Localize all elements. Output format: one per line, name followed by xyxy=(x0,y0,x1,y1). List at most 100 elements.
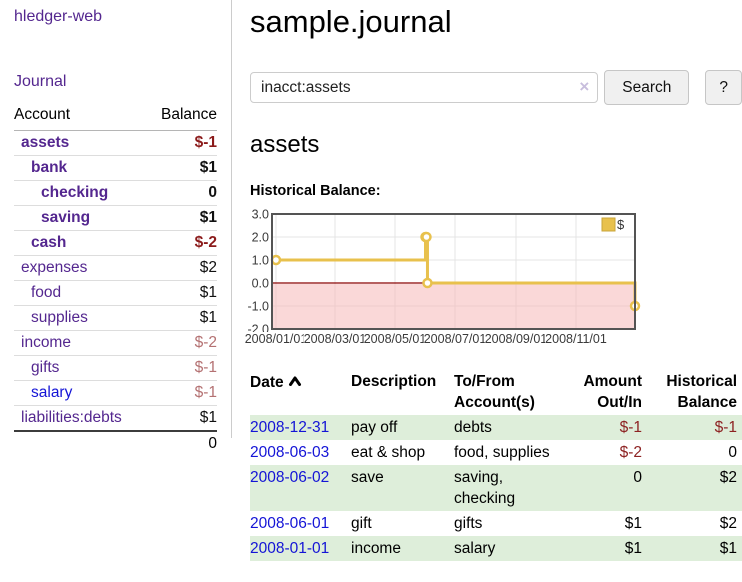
account-row: bank $1 xyxy=(14,155,217,181)
register-row: 2008-12-31 pay off debts $-1 $-1 xyxy=(250,415,742,440)
accounts-header-line1: To/From xyxy=(454,373,515,390)
transaction-date-link[interactable]: 2008-06-03 xyxy=(250,444,330,461)
accounts-header-balance: Balance xyxy=(147,104,217,131)
balance-cell: $-1 xyxy=(714,419,737,436)
accounts-cell: food, supplies xyxy=(454,444,550,461)
svg-text:1.0: 1.0 xyxy=(252,254,269,268)
account-row: checking 0 xyxy=(14,180,217,206)
app-title: hledger-web xyxy=(14,8,217,26)
clear-search-icon[interactable]: × xyxy=(579,77,590,96)
accounts-header-line2: Account(s) xyxy=(454,394,535,411)
account-name-cell: salary xyxy=(14,380,148,406)
transaction-date-link[interactable]: 2008-06-02 xyxy=(250,469,330,486)
x-axis-label: 2008/03/01 xyxy=(303,332,367,346)
x-axis-label: 2008/09/01 xyxy=(484,332,548,346)
amount-cell: $1 xyxy=(624,540,642,557)
help-button[interactable]: ? xyxy=(705,70,742,105)
account-link[interactable]: supplies xyxy=(31,309,88,326)
accounts-total-spacer xyxy=(14,430,148,457)
accounts-total-row: 0 xyxy=(14,430,217,457)
account-name-cell: food xyxy=(14,280,148,306)
balance-cell: 0 xyxy=(728,444,737,461)
account-link[interactable]: assets xyxy=(21,134,70,151)
page-title: sample.journal xyxy=(250,4,452,39)
register-row: 2008-01-01 income salary $1 $1 xyxy=(250,536,742,561)
date-header-label: Date xyxy=(250,374,284,391)
nav-journal-link[interactable]: Journal xyxy=(14,73,67,90)
main-content: sample.journal × Search ? assets Histori… xyxy=(244,0,742,561)
description-cell: eat & shop xyxy=(351,444,426,461)
date-cell: 2008-01-01 xyxy=(250,536,346,561)
account-row: saving $1 xyxy=(14,205,217,231)
account-balance: $1 xyxy=(147,405,217,432)
svg-text:-1.0: -1.0 xyxy=(247,300,269,314)
description-cell: pay off xyxy=(351,419,398,436)
account-link[interactable]: saving xyxy=(41,209,91,226)
account-link[interactable]: salary xyxy=(31,384,73,401)
account-link[interactable]: checking xyxy=(41,184,109,201)
account-name-cell: saving xyxy=(14,205,148,231)
register-header-date[interactable]: Date xyxy=(250,369,346,415)
account-link[interactable]: income xyxy=(21,334,71,351)
x-axis-label: 2008/01/01 xyxy=(244,332,308,346)
register-table: Date Description To/From Account(s) Amou… xyxy=(250,369,742,561)
account-name-cell: gifts xyxy=(14,355,148,381)
account-balance: $1 xyxy=(147,280,217,306)
historical-balance-chart[interactable]: 3.0 2.0 1.0 0.0 -1.0 -2.0 $ 2008/01/01 2008/03/… xyxy=(243,206,642,349)
account-name-cell: liabilities:debts xyxy=(14,405,148,432)
account-row: expenses $2 xyxy=(14,255,217,281)
description-cell: gift xyxy=(351,515,372,532)
amount-cell: $-1 xyxy=(619,419,642,436)
chart-canvas: 3.02.01.00.0-1.0-2.0$ xyxy=(247,208,641,337)
balance-cell: $1 xyxy=(719,540,737,557)
search-button[interactable]: Search xyxy=(604,70,690,105)
account-link[interactable]: liabilities:debts xyxy=(21,409,122,426)
amount-header-line1: Amount xyxy=(583,373,642,390)
account-row: liabilities:debts $1 xyxy=(14,405,217,432)
register-header-balance: Historical Balance xyxy=(652,369,742,415)
account-balance: $-2 xyxy=(147,330,217,356)
accounts-cell: debts xyxy=(454,419,492,436)
search-input[interactable] xyxy=(250,72,599,103)
amount-cell: $-2 xyxy=(619,444,642,461)
account-balance: $2 xyxy=(147,255,217,281)
account-link[interactable]: gifts xyxy=(31,359,60,376)
account-name-cell: bank xyxy=(14,155,148,181)
chart-title: Historical Balance: xyxy=(250,183,381,199)
transaction-date-link[interactable]: 2008-06-01 xyxy=(250,515,330,532)
accounts-cell: gifts xyxy=(454,515,483,532)
sort-ascending-icon xyxy=(288,371,302,392)
account-balance: $-1 xyxy=(147,380,217,406)
account-name-cell: cash xyxy=(14,230,148,256)
account-balance: $1 xyxy=(147,205,217,231)
accounts-cell: salary xyxy=(454,540,496,557)
accounts-table: Account Balance assets $-1 bank $1 checking 0… xyxy=(14,104,217,457)
transaction-date-link[interactable]: 2008-01-01 xyxy=(250,540,330,557)
register-header-amount: Amount Out/In xyxy=(561,369,652,415)
date-cell: 2008-06-03 xyxy=(250,440,346,465)
account-balance: $1 xyxy=(147,305,217,331)
date-cell: 2008-12-31 xyxy=(250,415,346,440)
accounts-total-value: 0 xyxy=(147,430,217,457)
account-row: assets $-1 xyxy=(14,130,217,156)
x-axis-label: 2008/05/01 xyxy=(363,332,427,346)
balance-cell: $2 xyxy=(719,469,737,486)
transaction-date-link[interactable]: 2008-12-31 xyxy=(250,419,330,436)
app-title-link[interactable]: hledger-web xyxy=(14,8,103,25)
account-name-cell: checking xyxy=(14,180,148,206)
account-name-cell: assets xyxy=(14,130,148,156)
account-link[interactable]: expenses xyxy=(21,259,88,276)
account-row: food $1 xyxy=(14,280,217,306)
register-header-description: Description xyxy=(351,373,437,390)
account-link[interactable]: cash xyxy=(31,234,67,251)
account-row: cash $-2 xyxy=(14,230,217,256)
amount-header-line2: Out/In xyxy=(597,394,642,411)
balance-header-line1: Historical xyxy=(666,373,737,390)
account-name-cell: expenses xyxy=(14,255,148,281)
register-row: 2008-06-01 gift gifts $1 $2 xyxy=(250,511,742,536)
account-link[interactable]: food xyxy=(31,284,62,301)
date-cell: 2008-06-02 xyxy=(250,465,346,511)
account-row: salary $-1 xyxy=(14,380,217,406)
accounts-cell: saving, checking xyxy=(454,469,516,507)
account-link[interactable]: bank xyxy=(31,159,68,176)
